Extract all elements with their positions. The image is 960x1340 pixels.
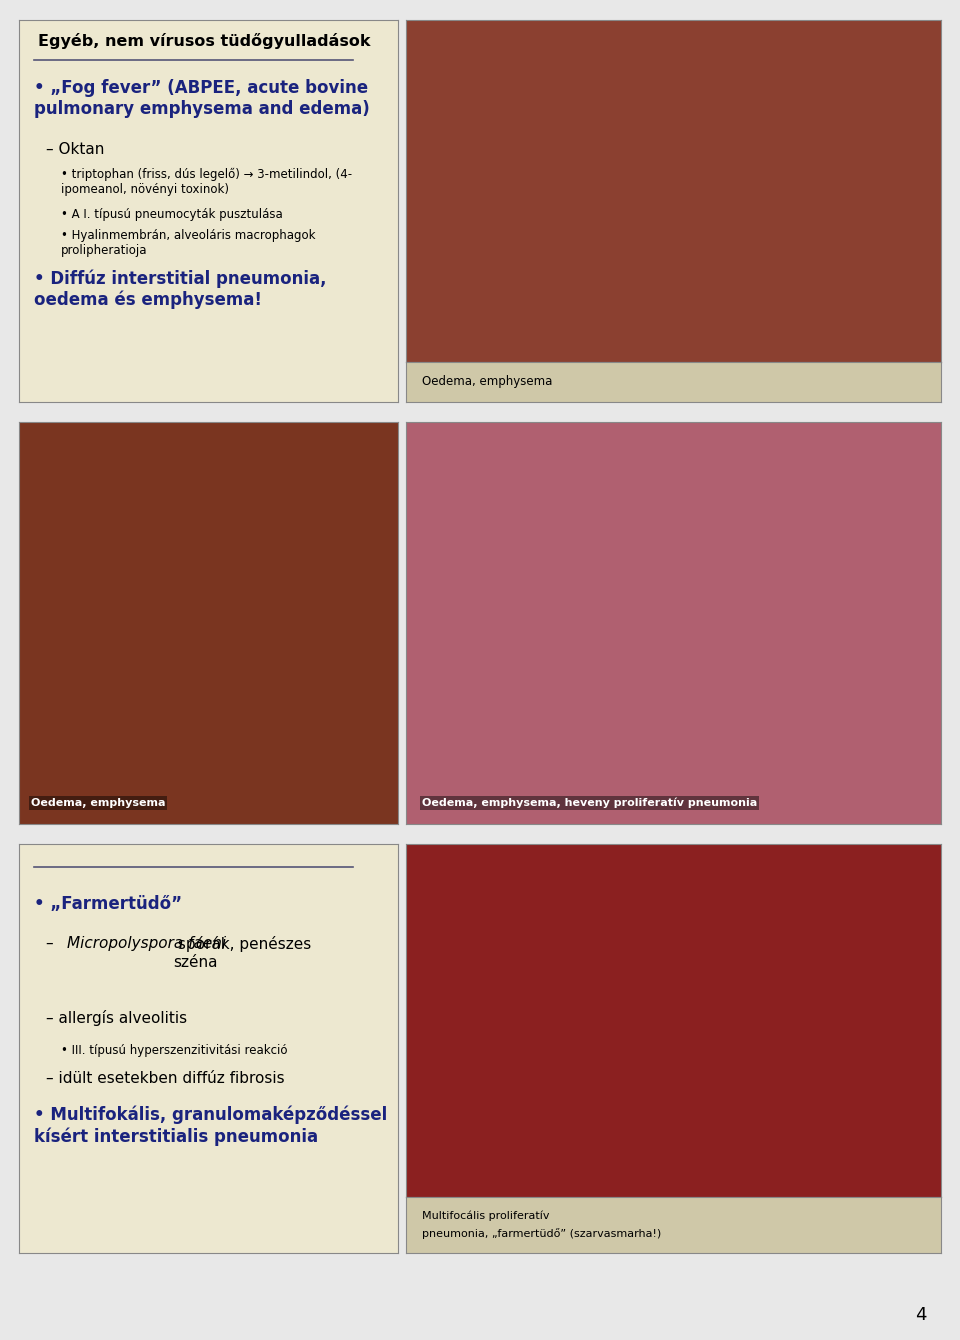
Text: • triptophan (friss, dús legelő) → 3-metilindol, (4-
ipomeanol, növényi toxinok): • triptophan (friss, dús legelő) → 3-met… <box>60 169 352 197</box>
Text: –: – <box>46 937 59 951</box>
Text: Oedema, emphysema: Oedema, emphysema <box>422 375 553 389</box>
Text: pneumonia, „farmertüdő” (szarvasmarha!): pneumonia, „farmertüdő” (szarvasmarha!) <box>422 1227 661 1238</box>
Text: Egyéb, nem vírusos tüdőgyulladások: Egyéb, nem vírusos tüdőgyulladások <box>38 34 371 50</box>
Text: 4: 4 <box>915 1306 926 1324</box>
Text: • Hyalinmembrán, alveoláris macrophagok
prolipheratioja: • Hyalinmembrán, alveoláris macrophagok … <box>60 229 316 257</box>
Text: Oedema, emphysema, heveny proliferatív pneumonia: Oedema, emphysema, heveny proliferatív p… <box>422 797 757 808</box>
Text: – allergís alveolitis: – allergís alveolitis <box>46 1010 187 1025</box>
Text: • „Farmertüdő”: • „Farmertüdő” <box>35 895 182 914</box>
Text: Micropolyspora faeni: Micropolyspora faeni <box>66 937 226 951</box>
Text: Multifocális proliferatív: Multifocális proliferatív <box>422 1211 550 1221</box>
Text: – Oktan: – Oktan <box>46 142 104 157</box>
Text: – idült esetekben diffúz fibrosis: – idült esetekben diffúz fibrosis <box>46 1071 284 1085</box>
Text: • „Fog fever” (ABPEE, acute bovine
pulmonary emphysema and edema): • „Fog fever” (ABPEE, acute bovine pulmo… <box>35 79 371 118</box>
Text: Oedema, emphysema: Oedema, emphysema <box>31 799 165 808</box>
Text: spórák, penészes
széna: spórák, penészes széna <box>173 937 311 970</box>
Text: • A I. típusú pneumocyták pusztulása: • A I. típusú pneumocyták pusztulása <box>60 209 282 221</box>
Text: • Diffúz interstitial pneumonia,
oedema és emphysema!: • Diffúz interstitial pneumonia, oedema … <box>35 269 326 310</box>
Text: • III. típusú hyperszenzitivitási reakció: • III. típusú hyperszenzitivitási reakci… <box>60 1044 287 1057</box>
Text: • Multifokális, granulomaképződéssel
kísért interstitialis pneumonia: • Multifokális, granulomaképződéssel kís… <box>35 1106 388 1146</box>
